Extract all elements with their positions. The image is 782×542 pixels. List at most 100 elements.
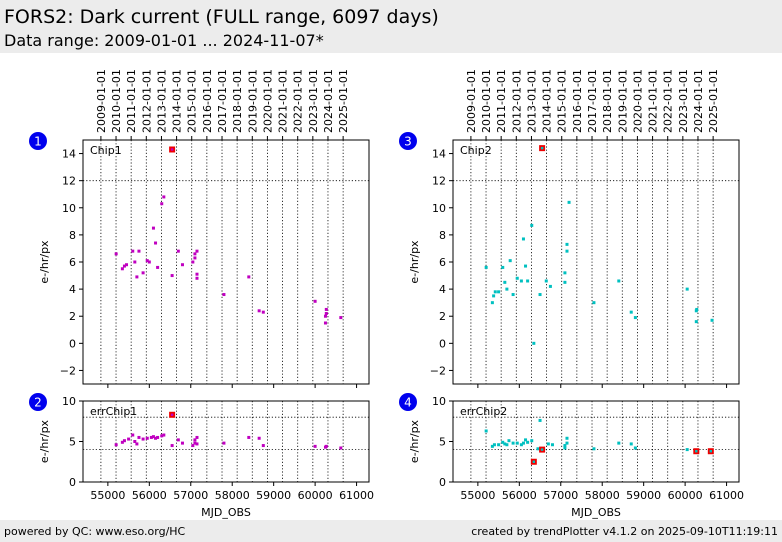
panel-label: errChip1	[90, 405, 137, 418]
plot-frame	[82, 139, 370, 385]
data-point	[521, 237, 525, 241]
outlier-point-core	[695, 450, 698, 453]
y-tick-label: 6	[439, 256, 446, 269]
data-point	[565, 242, 569, 246]
footer-created-by: created by trendPlotter v4.1.2 on 2025-0…	[471, 525, 778, 538]
data-point	[247, 435, 251, 439]
data-point	[505, 287, 509, 291]
data-point	[519, 443, 523, 447]
data-point	[222, 293, 226, 297]
top-date-label: 2011-01-01	[125, 69, 138, 133]
data-point	[508, 259, 512, 263]
data-point	[151, 435, 155, 439]
data-point	[565, 441, 569, 445]
data-point	[193, 252, 197, 256]
top-date-label: 2020-01-01	[261, 69, 274, 133]
data-point	[484, 265, 488, 269]
page-header: FORS2: Dark current (FULL range, 6097 da…	[0, 0, 782, 53]
data-point	[550, 443, 554, 447]
y-tick-label: 10	[432, 202, 446, 215]
data-points	[114, 146, 343, 325]
data-points	[114, 411, 343, 450]
data-point	[490, 444, 494, 448]
page-subtitle: Data range: 2009-01-01 ... 2024-11-07*	[4, 31, 324, 50]
data-point	[180, 263, 184, 267]
data-point	[170, 274, 174, 278]
y-tick-label: 4	[439, 283, 446, 296]
data-point	[685, 287, 689, 291]
x-tick-label: 56000	[502, 489, 537, 502]
top-date-label: 2022-01-01	[662, 69, 675, 133]
outlier-point-core	[540, 146, 544, 150]
data-point	[261, 310, 265, 314]
top-date-label: 2012-01-01	[140, 69, 153, 133]
data-point	[339, 446, 343, 450]
y-tick-label: 5	[69, 436, 76, 449]
data-point	[313, 444, 317, 448]
y-tick-label: 10	[62, 395, 76, 408]
panel-number-text: 4	[404, 396, 412, 410]
data-point	[617, 441, 621, 445]
top-date-label: 2011-01-01	[495, 69, 508, 133]
panel-label: Chip2	[460, 144, 492, 157]
data-point	[222, 441, 226, 445]
y-axis-label: e-/hr/px	[38, 240, 51, 284]
outlier-point-core	[540, 448, 544, 451]
data-point	[563, 271, 567, 275]
panel-number-marker	[29, 393, 47, 411]
data-point	[515, 276, 519, 280]
y-tick-label: 14	[432, 148, 446, 161]
data-point	[193, 256, 197, 260]
data-point	[565, 249, 569, 253]
data-point	[339, 316, 343, 320]
data-point	[127, 437, 131, 441]
panel-number-text: 3	[404, 135, 412, 149]
data-point	[162, 195, 166, 199]
panel-number-marker	[399, 132, 417, 150]
data-point	[137, 435, 141, 439]
data-point	[125, 263, 129, 267]
data-point	[567, 200, 571, 204]
top-date-label: 2024-01-01	[322, 69, 335, 133]
y-tick-label: 8	[69, 229, 76, 242]
top-date-label: 2013-01-01	[525, 69, 538, 133]
panel-label: errChip2	[460, 405, 507, 418]
panel-number-text: 1	[34, 135, 42, 149]
data-point	[694, 320, 698, 324]
top-date-label: 2010-01-01	[110, 69, 123, 133]
data-point	[323, 321, 327, 325]
top-date-label: 2016-01-01	[201, 69, 214, 133]
data-point	[257, 436, 261, 440]
panel-chip1: −2 0 2 4 6 8 10 12 14 2009-01-01 2010-01-01 2011-01…	[29, 69, 370, 388]
data-point	[193, 438, 197, 442]
data-point	[131, 433, 135, 437]
data-point	[544, 279, 548, 283]
data-point	[135, 275, 139, 279]
data-point	[313, 299, 317, 303]
top-date-label: 2025-01-01	[337, 69, 350, 133]
x-tick-label: 60000	[298, 489, 333, 502]
x-tick-label: 60000	[668, 489, 703, 502]
data-point	[511, 293, 515, 297]
top-date-label: 2018-01-01	[601, 69, 614, 133]
plot-frame	[452, 139, 740, 385]
y-tick-label: −2	[430, 364, 446, 377]
data-point	[592, 301, 596, 305]
data-point	[519, 279, 523, 283]
data-point	[530, 439, 534, 443]
footer-powered-by: powered by QC: www.eso.org/HC	[4, 525, 186, 538]
data-point	[114, 443, 118, 447]
data-point	[195, 276, 199, 280]
top-date-label: 2013-01-01	[155, 69, 168, 133]
data-point	[135, 442, 139, 446]
x-tick-label: 58000	[585, 489, 620, 502]
data-point	[563, 444, 567, 448]
outlier-point-core	[170, 413, 174, 416]
top-date-label: 2021-01-01	[647, 69, 660, 133]
data-point	[524, 438, 528, 442]
top-date-label: 2024-01-01	[692, 69, 705, 133]
data-point	[501, 265, 505, 269]
y-tick-label: 14	[62, 148, 76, 161]
panel-chip2: −2 0 2 4 6 8 10 12 14 2009-01-01 2010-01-01 2011-01…	[399, 69, 740, 388]
data-point	[710, 318, 714, 322]
